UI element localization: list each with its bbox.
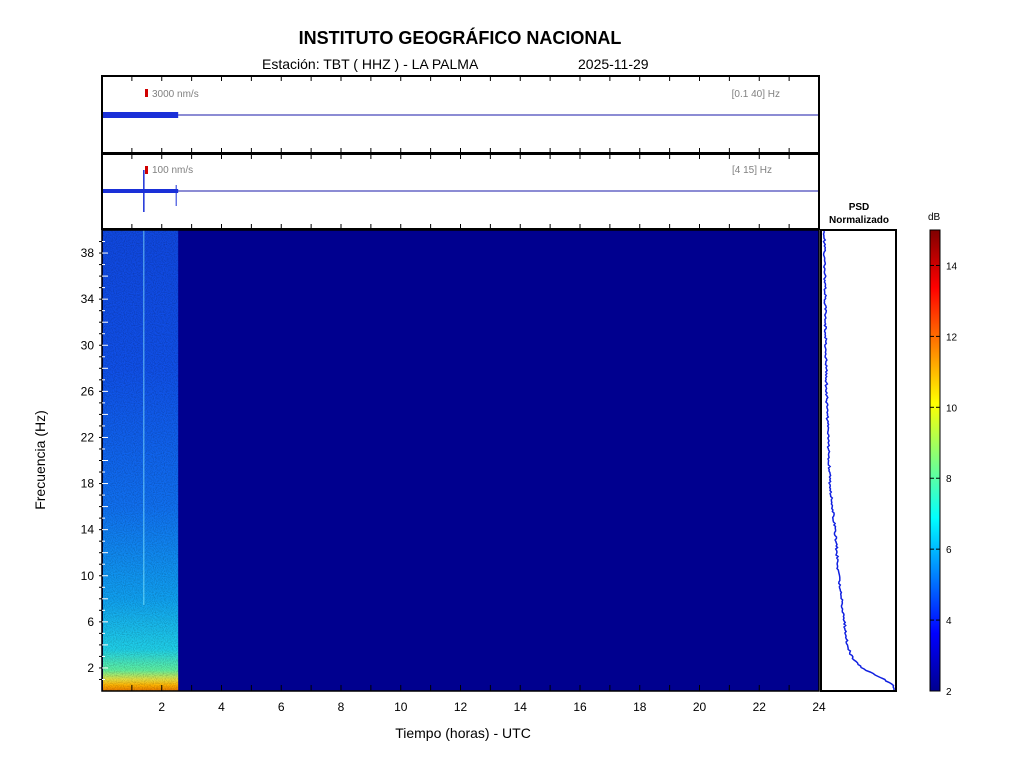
- y-axis-label: Frecuencia (Hz): [32, 410, 48, 510]
- psd-title-line2: Normalizado: [828, 215, 889, 226]
- y-tick-label: 34: [81, 292, 95, 306]
- colorbar-tick-label: 6: [946, 545, 952, 556]
- x-tick-label: 4: [218, 700, 225, 714]
- psd-curve: [822, 231, 895, 690]
- colorbar-ticks: 2 4 6 8 10 12 14: [930, 261, 958, 698]
- trace1-scale-bar: [145, 89, 148, 97]
- y-tick-label: 14: [81, 523, 95, 537]
- date-label: 2025-11-29: [578, 56, 649, 72]
- colorbar-tick-label: 2: [946, 687, 952, 698]
- x-tick-label: 6: [278, 700, 285, 714]
- y-tick-label: 6: [87, 615, 94, 629]
- x-axis: 2 4 6 8 10 12 14 16 18 20 22 24: [131, 685, 826, 714]
- colorbar-tick-label: 8: [946, 474, 952, 485]
- trace1-signal: [103, 112, 179, 118]
- x-tick-label: 22: [753, 700, 767, 714]
- trace2-band-label: [4 15] Hz: [732, 165, 772, 176]
- colorbar-gradient: [929, 229, 941, 692]
- colorbar-tick-label: 12: [946, 332, 958, 343]
- x-tick-label: 12: [454, 700, 468, 714]
- colorbar-tick-label: 10: [946, 403, 958, 414]
- colorbar-unit: dB: [928, 212, 941, 223]
- x-tick-label: 18: [633, 700, 647, 714]
- trace2-ticks: [131, 154, 790, 229]
- colorbar-tick-label: 4: [946, 616, 952, 627]
- y-tick-label: 2: [87, 661, 94, 675]
- psd-frame: [820, 229, 897, 692]
- spectrogram-panel: 2 4 6 8 10 12 14 16 18 20 22 24 261014182226303438 …: [32, 229, 826, 741]
- x-tick-label: 16: [573, 700, 587, 714]
- station-label: Estación: TBT ( HHZ ) - LA PALMA: [262, 56, 479, 72]
- trace2-scale-label: 100 nm/s: [152, 165, 193, 176]
- x-tick-label: 2: [158, 700, 165, 714]
- x-tick-label: 24: [812, 700, 826, 714]
- trace-panel-2: 100 nm/s [4 15] Hz: [101, 153, 820, 230]
- trace1-band-label: [0.1 40] Hz: [732, 89, 780, 100]
- spectrogram-background: [102, 230, 819, 691]
- x-tick-label: 20: [693, 700, 707, 714]
- colorbar-tick-label: 14: [946, 261, 958, 272]
- trace1-scale-label: 3000 nm/s: [152, 89, 199, 100]
- psd-panel: [820, 229, 897, 692]
- psd-title: PSD Normalizado: [820, 201, 898, 227]
- x-tick-label: 10: [394, 700, 408, 714]
- spectrogram-noise-texture: [103, 230, 179, 691]
- y-tick-label: 10: [81, 569, 95, 583]
- page-title: INSTITUTO GEOGRÁFICO NACIONAL: [298, 28, 622, 48]
- colorbar: 2 4 6 8 10 12 14: [929, 229, 958, 698]
- y-tick-label: 30: [81, 338, 95, 352]
- trace2-scale-bar: [145, 166, 148, 174]
- x-tick-label: 14: [514, 700, 528, 714]
- y-tick-label: 22: [81, 430, 95, 444]
- trace2-signal: [103, 189, 179, 193]
- trace1-ticks: [131, 76, 790, 153]
- x-tick-label: 8: [338, 700, 345, 714]
- y-tick-label: 38: [81, 246, 95, 260]
- y-tick-label: 26: [81, 384, 95, 398]
- figure-heading: INSTITUTO GEOGRÁFICO NACIONAL Estación: …: [0, 0, 1024, 226]
- x-axis-label: Tiempo (horas) - UTC: [395, 725, 531, 741]
- y-tick-label: 18: [81, 477, 95, 491]
- trace-panel-1: 3000 nm/s [0.1 40] Hz: [101, 75, 820, 154]
- psd-title-line1: PSD: [848, 202, 870, 213]
